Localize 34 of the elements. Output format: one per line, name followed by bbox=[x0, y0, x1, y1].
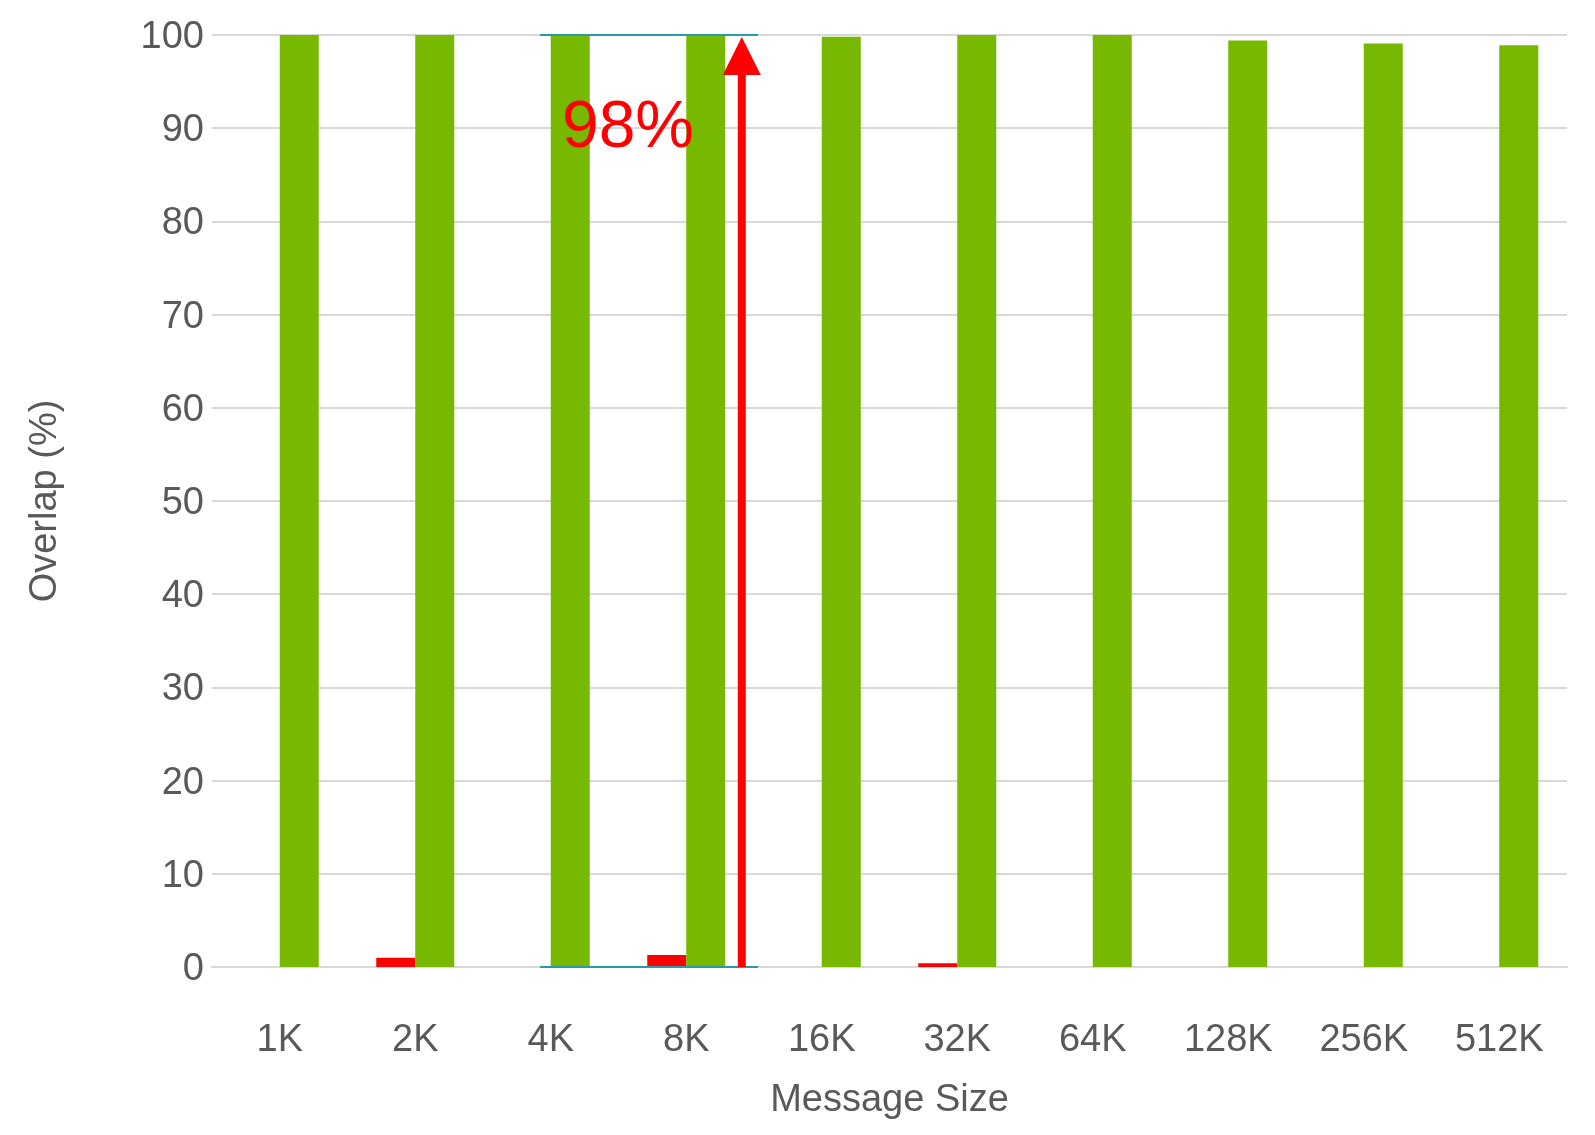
bar bbox=[918, 963, 958, 967]
bar bbox=[376, 957, 416, 967]
y-tick-label: 100 bbox=[140, 14, 204, 56]
bar bbox=[957, 35, 997, 967]
y-tick-label: 50 bbox=[161, 480, 204, 522]
x-axis-title: Message Size bbox=[770, 1077, 1009, 1119]
x-tick-label: 32K bbox=[923, 1017, 992, 1059]
bar bbox=[1228, 40, 1268, 967]
x-tick-label: 64K bbox=[1058, 1017, 1127, 1059]
y-tick-label: 0 bbox=[182, 946, 204, 988]
bar bbox=[415, 35, 455, 967]
y-tick-label: 10 bbox=[161, 852, 204, 895]
bar bbox=[647, 954, 687, 967]
bar bbox=[1363, 43, 1403, 967]
x-tick-label: 8K bbox=[663, 1017, 710, 1059]
y-tick-label: 60 bbox=[161, 386, 204, 429]
x-tick-label: 16K bbox=[787, 1017, 856, 1059]
bar bbox=[821, 36, 861, 967]
y-axis-title: Overlap (%) bbox=[22, 399, 64, 603]
x-tick-label: 128K bbox=[1183, 1017, 1273, 1059]
y-tick-label: 40 bbox=[161, 573, 204, 616]
bar bbox=[1092, 35, 1132, 967]
x-tick-label: 256K bbox=[1319, 1017, 1409, 1059]
bar bbox=[279, 35, 319, 967]
x-tick-label: 512K bbox=[1454, 1017, 1544, 1059]
x-tick-label: 1K bbox=[256, 1017, 303, 1059]
y-tick-label: 20 bbox=[161, 759, 204, 802]
y-tick-label: 80 bbox=[161, 200, 204, 243]
y-tick-label: 70 bbox=[161, 293, 204, 336]
x-tick-label: 2K bbox=[392, 1017, 439, 1059]
y-tick-label: 90 bbox=[161, 107, 204, 150]
x-tick-label: 4K bbox=[527, 1017, 574, 1059]
bar bbox=[1499, 45, 1539, 967]
y-tick-label: 30 bbox=[161, 666, 204, 709]
